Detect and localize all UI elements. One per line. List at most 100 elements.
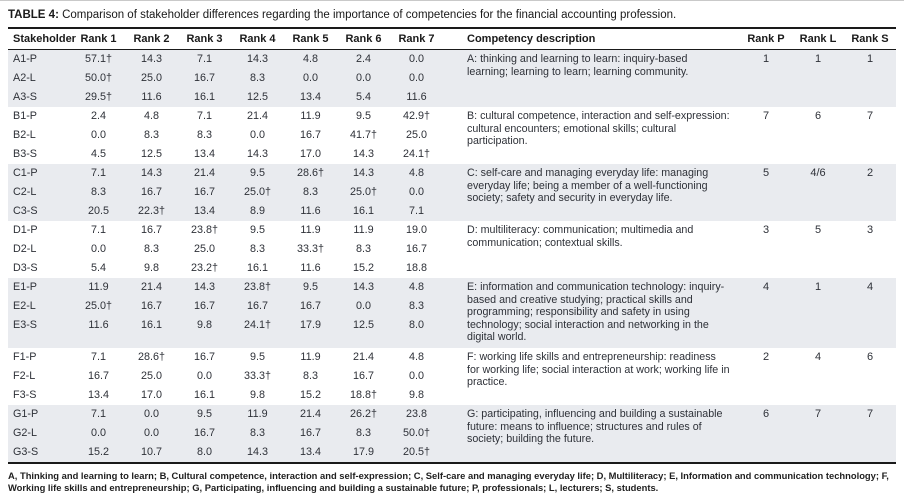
group-rank-s-cell: 3 [866,224,874,236]
stakeholder-cell: E2-L [13,300,36,312]
rank-value-cell: 10.7 [140,445,162,458]
table-footnotes: A, Thinking and learning to learn; B, Cu… [8,464,896,496]
rank-value-cell: 8.3 [302,186,318,198]
table-caption-label: TABLE 4: [8,9,59,21]
group-rank-l-cell: 7 [814,407,822,420]
rank-value-cell: 16.7 [193,300,215,312]
rank-value-cell: 23.2† [190,262,219,274]
rank-value-cell: 16.1 [193,388,215,401]
rank-value-cell: 14.3 [193,281,215,293]
header-rank-1: Rank 1 [80,33,117,45]
rank-value-cell: 0.0 [90,129,106,141]
group-rank-s-cell: 7 [866,110,874,122]
header-group-rank-s: Rank S [851,33,889,45]
stakeholder-cell: G2-L [13,426,38,439]
rank-value-cell: 19.0 [405,224,427,236]
group-rank-p-cell: 3 [762,224,770,236]
rank-value-cell: 16.7 [299,300,321,312]
rank-value-cell: 8.3 [90,186,106,198]
rank-value-cell: 13.4 [193,148,215,160]
rank-value-cell: 11.9 [247,407,268,420]
competency-description-cell: G: participating, influencing and buildi… [467,407,723,446]
rank-value-cell: 8.3 [302,369,318,382]
rank-value-cell: 29.5† [84,91,113,103]
rank-value-cell: 9.8 [196,319,212,331]
rank-value-cell: 14.3 [352,281,374,293]
rank-value-cell: 8.3 [249,72,265,84]
rank-value-cell: 4.8 [408,281,424,293]
rank-value-cell: 42.9† [402,110,431,122]
rank-value-cell: 25.0† [84,300,113,312]
rank-value-cell: 16.1 [193,91,215,103]
rank-value-cell: 15.2 [352,262,374,274]
header-competency-description: Competency description [467,33,596,45]
header-rank-7: Rank 7 [398,33,435,45]
rank-value-cell: 8.3 [355,243,371,255]
competency-group: E1-P 11.9 21.4 14.3 23.8† 9.5 14.3 4.8 E2-L 25.0†… [8,278,896,348]
rank-value-cell: 28.6† [137,350,166,363]
table-caption-text: Comparison of stakeholder differences re… [62,9,677,21]
competency-group: F1-P 7.1 28.6† 16.7 9.5 11.9 21.4 4.8 F2-L 16.7 25… [8,348,896,405]
rank-value-cell: 25.0 [140,369,162,382]
rank-value-cell: 16.7 [87,369,109,382]
rank-value-cell: 13.4 [193,205,215,217]
rank-value-cell: 0.0 [355,300,371,312]
group-rank-p-cell: 7 [762,110,770,122]
rank-value-cell: 9.8 [143,262,159,274]
rank-value-cell: 16.7 [140,186,162,198]
rank-value-cell: 16.7 [352,369,374,382]
rank-value-cell: 41.7† [349,129,378,141]
rank-value-cell: 8.3 [408,300,424,312]
rank-value-cell: 8.0 [408,319,424,331]
rank-value-cell: 12.5 [246,91,268,103]
rank-value-cell: 14.3 [246,148,268,160]
rank-value-cell: 20.5 [87,205,109,217]
rank-value-cell: 4.8 [408,167,424,179]
stakeholder-cell: A3-S [13,91,38,103]
stakeholder-cell: A1-P [13,53,38,65]
group-rank-s-cell: 4 [866,281,874,293]
rank-value-cell: 23.8 [405,407,427,420]
rank-value-cell: 8.3 [143,243,159,255]
rank-value-cell: 11.9 [88,281,109,293]
rank-value-cell: 8.3 [143,129,159,141]
rank-value-cell: 11.6 [300,262,321,274]
rank-value-cell: 50.0† [402,426,431,439]
rank-value-cell: 17.9 [299,319,321,331]
rank-value-cell: 11.9 [300,350,321,363]
table-header-row: Stakeholder Rank 1 Rank 2 Rank 3 Rank 4 Rank… [8,27,896,50]
table-body: A1-P 57.1† 14.3 7.1 14.3 4.8 2.4 0.0 A2-L 50.0† 25… [8,50,896,462]
rank-value-cell: 14.3 [140,167,162,179]
header-group-rank-l: Rank L [799,33,837,45]
group-rank-p-cell: 4 [762,281,770,293]
rank-value-cell: 33.3† [243,369,272,382]
competency-description-cell: A: thinking and learning to learn: inqui… [467,53,689,78]
stakeholder-cell: F1-P [13,350,37,363]
rank-value-cell: 11.6 [88,319,109,331]
stakeholder-cell: A2-L [13,72,36,84]
rank-value-cell: 12.5 [352,319,374,331]
stakeholder-cell: B3-S [13,148,38,160]
rank-value-cell: 16.7 [405,243,427,255]
group-rank-l-cell: 1 [814,53,822,65]
rank-value-cell: 11.9 [353,224,374,236]
group-rank-s-cell: 7 [866,407,874,420]
rank-value-cell: 57.1† [84,53,113,65]
rank-value-cell: 7.1 [408,205,424,217]
rank-value-cell: 4.8 [302,53,318,65]
rank-value-cell: 21.4 [246,110,268,122]
rank-value-cell: 7.1 [196,53,212,65]
rank-value-cell: 9.8 [408,388,424,401]
rank-value-cell: 9.5 [302,281,318,293]
rank-value-cell: 9.5 [196,407,212,420]
rank-value-cell: 5.4 [355,91,371,103]
rank-value-cell: 25.0† [243,186,272,198]
table-bottom-rule [8,461,896,464]
competency-description-cell: E: information and communication technol… [467,281,725,344]
rank-value-cell: 7.1 [90,167,106,179]
rank-value-cell: 20.5† [402,445,431,458]
rank-value-cell: 7.1 [90,350,106,363]
stakeholder-cell: C3-S [13,205,38,217]
stakeholder-cell: C1-P [13,167,38,179]
rank-value-cell: 16.7 [193,350,215,363]
